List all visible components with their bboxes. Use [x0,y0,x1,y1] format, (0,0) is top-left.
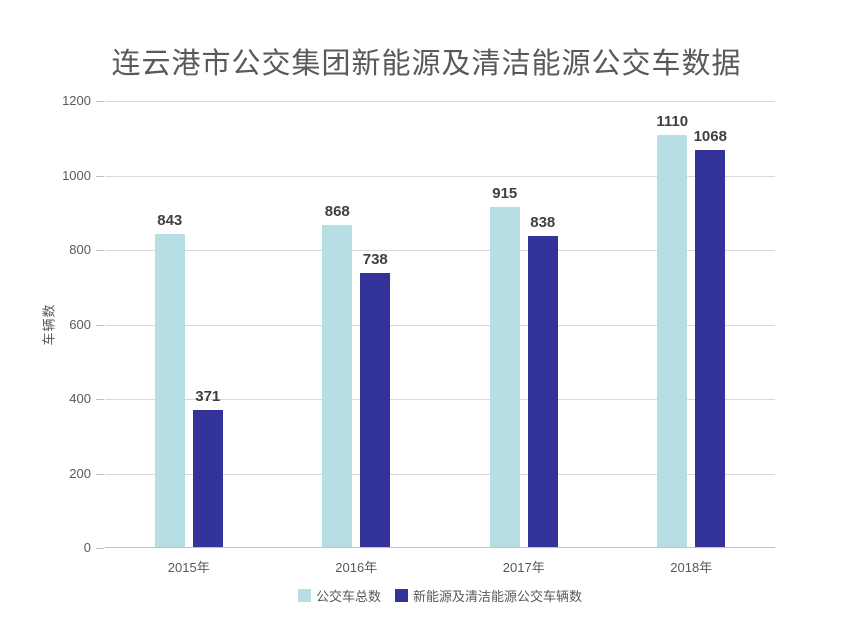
x-axis-label: 2016年 [335,560,378,575]
chart-title: 连云港市公交集团新能源及清洁能源公交车数据 [111,48,742,80]
bar-value-label: 868 [324,202,350,220]
gridline [105,399,775,400]
gridline [105,473,775,475]
bar-group-2016年: 868 738 [273,101,441,548]
y-tick-mark [96,250,104,251]
legend-item: 新能源及清洁能源公交车辆数 [395,586,582,605]
bar-value-label: 1068 [693,128,727,146]
gridline [105,324,775,326]
bar-group-2018年: 1110 1068 [608,101,776,548]
gridline [105,101,775,102]
bar: 738 [360,251,391,548]
legend-label: 新能源及清洁能源公交车辆数 [413,589,583,604]
bar-group-2015年: 843 371 [105,101,273,548]
x-axis-label: 2017年 [502,560,545,575]
y-tick-label: 1000 [62,167,91,183]
y-tick-mark [96,399,104,400]
x-axis-label: 2015年 [167,560,210,575]
y-tick-label: 400 [69,391,91,406]
gridline [105,250,775,251]
x-axis-label: 2018年 [670,560,713,575]
y-tick-label: 200 [69,465,91,481]
bar: 838 [527,214,558,548]
legend-item: 公交车总数 [297,586,381,605]
bar: 1110 [656,113,688,548]
y-tick-mark [96,324,104,326]
bar: 843 [154,212,185,548]
bar-value-label: 838 [530,213,556,231]
y-tick-label: 0 [83,540,91,555]
bar: 868 [322,203,353,548]
y-tick-label: 600 [69,316,91,332]
y-tick-label: 1200 [62,93,91,108]
plot-area: 843 371 868 738 915 838 1110 1068 [105,101,775,548]
y-tick-label: 800 [69,242,91,257]
gridline [105,175,775,177]
bar-groups: 843 371 868 738 915 838 1110 1068 [105,101,775,548]
bar-group-2017年: 915 838 [440,101,608,548]
bar: 915 [489,185,520,548]
legend: 公交车总数 新能源及清洁能源公交车辆数 [105,586,775,605]
bar-value-label: 738 [362,251,388,269]
legend-swatch [297,589,311,602]
bar: 371 [192,388,223,548]
y-tick-mark [96,101,104,102]
y-tick-mark [96,175,104,177]
bar-value-label: 915 [492,185,518,203]
legend-label: 公交车总数 [315,589,381,604]
x-axis-labels: 2015年 2016年 2017年 2018年 [105,557,775,576]
bar: 1068 [694,128,727,548]
y-tick-mark [96,473,104,475]
x-axis-line [105,547,775,548]
bar-value-label: 371 [195,387,221,405]
legend-swatch [395,589,408,602]
bar-value-label: 1110 [656,112,689,130]
y-tick-mark [96,548,104,549]
bar-value-label: 843 [157,211,183,229]
